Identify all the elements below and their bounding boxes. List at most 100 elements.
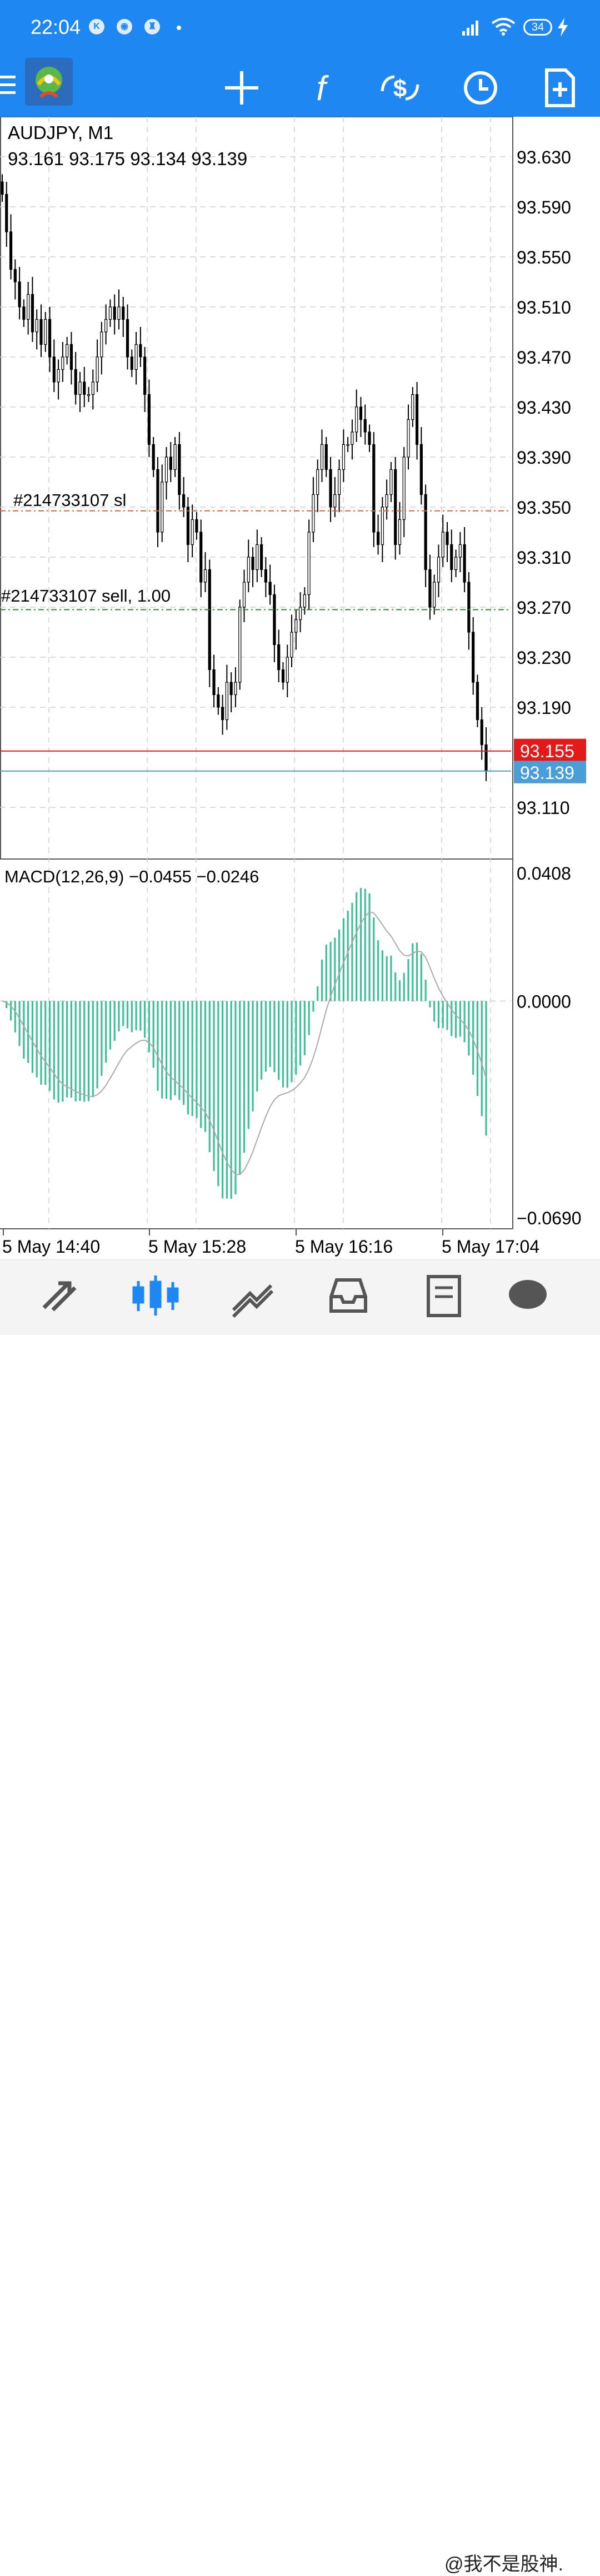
candle-body bbox=[57, 369, 60, 383]
candle-body bbox=[290, 632, 293, 658]
candle-body bbox=[264, 569, 267, 583]
candle-body bbox=[122, 306, 125, 320]
candle-body bbox=[69, 344, 73, 370]
candle-body bbox=[286, 657, 289, 683]
trade-nav-icon[interactable] bbox=[228, 1271, 278, 1321]
candle-body bbox=[472, 632, 475, 683]
candle-body bbox=[363, 419, 367, 433]
candle-body bbox=[117, 306, 121, 320]
candle-body bbox=[61, 356, 64, 370]
bid-price-label: 93.139 bbox=[520, 763, 574, 783]
candle-body bbox=[247, 557, 250, 583]
candles-layer bbox=[1, 174, 488, 781]
candle-body bbox=[108, 306, 112, 320]
price-axis: 93.630 93.590 93.550 93.510 93.470 93.430 93.3… bbox=[514, 147, 586, 818]
sl-label: #214733107 sl bbox=[13, 490, 126, 510]
macd-tick-label: −0.0690 bbox=[517, 1208, 582, 1228]
notification-app-icon: ◉ bbox=[117, 19, 132, 34]
candle-body bbox=[307, 532, 311, 595]
svg-text:$: $ bbox=[393, 75, 407, 102]
time-axis: 5 May 14:40 5 May 15:28 5 May 16:16 5 May 1… bbox=[2, 1229, 539, 1257]
candle-body bbox=[217, 694, 220, 708]
candle-body bbox=[368, 431, 371, 445]
candle-body bbox=[450, 544, 453, 570]
main-chart-frame bbox=[0, 116, 513, 860]
candle-body bbox=[337, 469, 341, 495]
clock-icon bbox=[464, 71, 497, 105]
messages-icon[interactable] bbox=[419, 1271, 469, 1321]
candle-body bbox=[87, 394, 91, 396]
candle-body bbox=[130, 356, 133, 370]
candle-body bbox=[277, 644, 281, 671]
svg-text:f: f bbox=[316, 70, 329, 108]
indicators-button[interactable]: f bbox=[299, 66, 343, 110]
chart-canvas[interactable]: 93.630 93.590 93.550 93.510 93.470 93.430 93.3… bbox=[0, 116, 600, 1259]
macd-tick-label: 0.0408 bbox=[517, 863, 571, 884]
price-tick-label: 93.350 bbox=[517, 498, 571, 518]
price-tick-label: 93.190 bbox=[517, 698, 571, 718]
chart-grid bbox=[0, 117, 511, 1229]
candle-body bbox=[424, 494, 427, 570]
candle-body bbox=[178, 444, 181, 495]
candle-body bbox=[39, 319, 43, 345]
order-label: #214733107 sell, 1.00 bbox=[1, 586, 171, 605]
candle-body bbox=[355, 406, 358, 433]
candle-body bbox=[298, 607, 302, 621]
candle-body bbox=[433, 582, 436, 608]
trade-button[interactable]: $ bbox=[378, 66, 422, 110]
signal-icon bbox=[462, 21, 478, 36]
candle-body bbox=[13, 269, 17, 282]
candle-body bbox=[256, 544, 259, 570]
price-tick-label: 93.270 bbox=[517, 598, 571, 618]
candle-body bbox=[44, 319, 47, 345]
time-tick-label: 5 May 15:28 bbox=[148, 1237, 246, 1257]
status-time: 22:04 bbox=[31, 16, 81, 38]
price-tick-label: 93.230 bbox=[517, 648, 571, 668]
chart-icon[interactable] bbox=[131, 1271, 181, 1321]
candle-body bbox=[96, 356, 99, 383]
candle-body bbox=[22, 306, 26, 320]
candle-body bbox=[385, 494, 388, 508]
candle-body bbox=[463, 544, 466, 583]
chart-area[interactable]: 93.630 93.590 93.550 93.510 93.470 93.430 93.3… bbox=[0, 116, 600, 1259]
candle-body bbox=[139, 344, 142, 358]
candle-body bbox=[91, 381, 94, 395]
quotes-icon[interactable] bbox=[36, 1271, 86, 1321]
candle-body bbox=[437, 557, 441, 583]
candle-body bbox=[303, 594, 306, 608]
candle-body bbox=[74, 369, 77, 395]
candle-body bbox=[31, 294, 34, 332]
chat-icon[interactable] bbox=[503, 1271, 553, 1321]
metatrader-logo[interactable] bbox=[25, 58, 73, 106]
bid-price-tag bbox=[514, 761, 586, 783]
notification-alarm-icon: ♜ bbox=[144, 19, 160, 34]
history-button[interactable] bbox=[458, 66, 503, 110]
price-tick-label: 93.310 bbox=[517, 548, 571, 568]
candle-body bbox=[161, 482, 164, 533]
price-tick-label: 93.630 bbox=[517, 147, 571, 167]
history-nav-icon[interactable] bbox=[323, 1271, 373, 1321]
price-tick-label: 93.470 bbox=[517, 348, 571, 368]
levels-layer bbox=[0, 510, 511, 772]
price-tick-label: 93.430 bbox=[517, 398, 571, 418]
candle-body bbox=[441, 532, 444, 558]
watermark-text: @我不是股神. bbox=[444, 2554, 563, 2575]
macd-signal-line bbox=[2, 911, 487, 1175]
ask-price-tag bbox=[514, 738, 586, 761]
candle-body bbox=[324, 444, 328, 470]
candle-body bbox=[66, 344, 69, 358]
new-order-button[interactable] bbox=[538, 66, 582, 110]
candle-body bbox=[9, 231, 13, 270]
candle-body bbox=[312, 494, 315, 533]
crosshair-button[interactable] bbox=[219, 66, 264, 110]
candle-body bbox=[419, 444, 423, 495]
candle-body bbox=[234, 682, 237, 696]
candle-body bbox=[186, 507, 190, 545]
candle-body bbox=[428, 569, 432, 608]
candle-body bbox=[212, 669, 216, 696]
time-tick-label: 5 May 17:04 bbox=[442, 1237, 539, 1257]
candle-body bbox=[398, 519, 402, 545]
candle-body bbox=[156, 469, 159, 533]
macd-tick-label: 0.0000 bbox=[517, 991, 571, 1011]
hamburger-icon[interactable] bbox=[0, 72, 17, 100]
